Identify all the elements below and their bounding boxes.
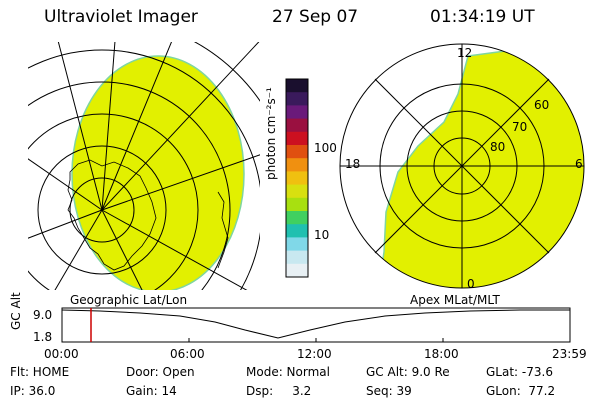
info-glat: GLat: -73.6 <box>486 365 553 379</box>
colorbar-cell <box>286 145 308 159</box>
mlt-grid <box>340 44 584 288</box>
header-date: 27 Sep 07 <box>272 7 359 27</box>
info-door: Door: Open <box>126 365 195 379</box>
header-time: 01:34:19 UT <box>430 7 535 27</box>
mlt-label-0: 0 <box>467 277 475 291</box>
mlat-label-80: 80 <box>490 140 506 154</box>
colorbar-cell <box>286 250 308 265</box>
magnetic-panel-label: Apex MLat/MLT <box>410 293 500 307</box>
colorbar-cell <box>286 118 308 133</box>
colorbar-cell <box>286 224 308 238</box>
colorbar-cell <box>286 197 308 212</box>
info-gain: Gain: 14 <box>126 384 177 398</box>
info-dsp: Dsp: 3.2 <box>246 384 312 398</box>
colorbar-cell <box>286 211 308 225</box>
mlt-label-18: 18 <box>345 157 361 171</box>
info-flight: Flt: HOME <box>10 365 70 379</box>
altitude-timeline <box>61 307 571 343</box>
geographic-image-panel <box>28 42 260 290</box>
colorbar-cell <box>286 131 308 146</box>
antarctica-coastline <box>67 159 157 271</box>
mlt-label-6: 6 <box>575 157 583 171</box>
colorbar-cell <box>286 105 308 120</box>
timeline-ymax: 9.0 <box>33 308 53 322</box>
timeline-axis-label: GC Alt <box>9 292 23 330</box>
mlat-label-60: 60 <box>534 98 550 112</box>
uv-emission-region <box>71 55 245 290</box>
time-tick-1800: 18:00 <box>424 347 459 361</box>
info-mode: Mode: Normal <box>246 365 330 379</box>
time-tick-2359: 23:59 <box>552 347 587 361</box>
colorbar-cell <box>286 79 308 93</box>
mlat-label-70: 70 <box>512 120 528 134</box>
time-tick-0000: 00:00 <box>44 347 79 361</box>
info-seq: Seq: 39 <box>366 384 412 398</box>
colorbar-cell <box>286 237 308 252</box>
time-tick-0600: 06:00 <box>170 347 205 361</box>
geographic-panel-label: Geographic Lat/Lon <box>70 293 188 307</box>
info-ip: IP: 36.0 <box>10 384 56 398</box>
longitude-grid <box>28 42 260 290</box>
colorbar-cell <box>286 184 308 199</box>
colorbar-unit-label: photon cm⁻²s⁻¹ <box>264 87 278 180</box>
mlt-label-12: 12 <box>457 46 473 60</box>
latitude-grid <box>28 42 260 290</box>
info-gc-alt: GC Alt: 9.0 Re <box>366 365 450 379</box>
magnetic-image-panel <box>339 43 585 289</box>
colorbar-tick-100: 100 <box>314 141 337 155</box>
timeline-ymin: 1.8 <box>33 330 53 344</box>
colorbar-cell <box>286 158 308 172</box>
colorbar <box>285 78 309 278</box>
colorbar-cell <box>286 92 308 106</box>
altitude-curve <box>61 309 570 339</box>
colorbar-tick-10: 10 <box>314 228 330 242</box>
info-glon: GLon: 77.2 <box>486 384 556 398</box>
uv-emission-region-magnetic <box>377 49 584 288</box>
coastline-island <box>217 191 229 269</box>
instrument-title: Ultraviolet Imager <box>44 7 198 27</box>
colorbar-cell <box>286 263 308 278</box>
colorbar-cell <box>286 171 308 186</box>
time-tick-1200: 12:00 <box>297 347 332 361</box>
